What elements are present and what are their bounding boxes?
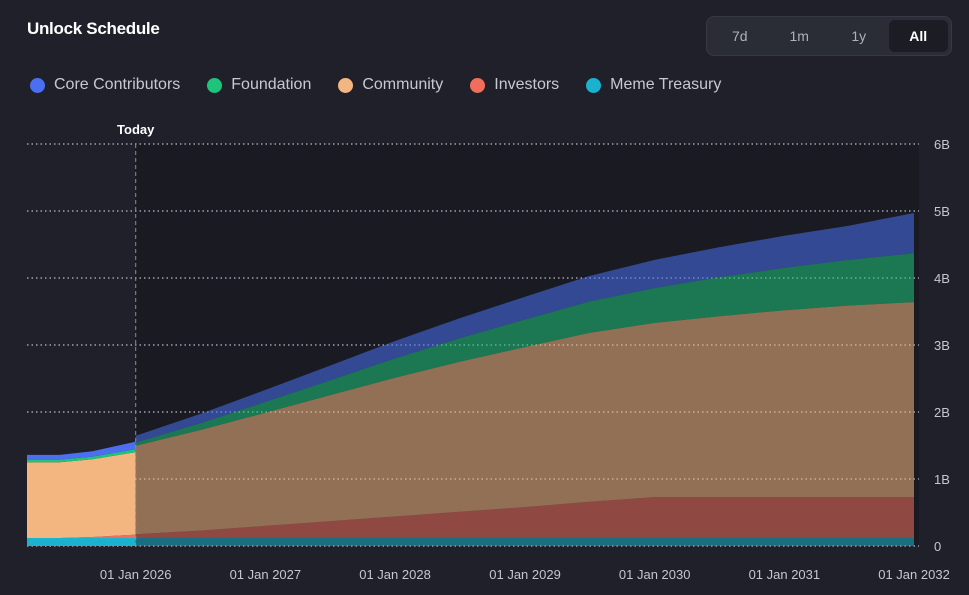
legend-item-core-contributors[interactable]: Core Contributors bbox=[30, 76, 180, 94]
range-1y-button[interactable]: 1y bbox=[851, 28, 867, 44]
area-meme-treasury-scheduled bbox=[135, 538, 914, 546]
range-7d-button[interactable]: 7d bbox=[731, 28, 748, 44]
area-meme-treasury-unlocked bbox=[27, 538, 136, 546]
legend-label: Community bbox=[362, 76, 444, 93]
x-tick-label: 01 Jan 2031 bbox=[749, 567, 821, 582]
legend-item-community[interactable]: Community bbox=[338, 76, 443, 94]
x-tick-label: 01 Jan 2029 bbox=[489, 567, 561, 582]
range-all-button[interactable]: All bbox=[888, 20, 948, 52]
y-tick-label: 2B bbox=[934, 405, 950, 420]
legend-item-foundation[interactable]: Foundation bbox=[207, 76, 311, 94]
area-investors-scheduled bbox=[135, 497, 914, 538]
legend-swatch-community bbox=[338, 77, 354, 93]
page-title: Unlock Schedule bbox=[27, 19, 160, 38]
x-tick-label: 01 Jan 2026 bbox=[100, 567, 172, 582]
legend-label: Core Contributors bbox=[54, 76, 181, 93]
y-tick-label: 4B bbox=[934, 271, 950, 286]
area-investors-unlocked bbox=[27, 534, 136, 538]
today-label: Today bbox=[117, 122, 155, 137]
legend-label: Investors bbox=[494, 76, 560, 93]
x-tick-label: 01 Jan 2030 bbox=[619, 567, 691, 582]
legend-swatch-meme-treasury bbox=[586, 77, 602, 93]
area-community-unlocked bbox=[27, 445, 136, 538]
legend-label: Foundation bbox=[231, 76, 312, 93]
chart-legend: Core Contributors Foundation Community I… bbox=[30, 76, 748, 94]
range-1m-button[interactable]: 1m bbox=[789, 28, 809, 44]
time-range-selector: 7d 1m 1y All bbox=[706, 16, 952, 56]
legend-swatch-investors bbox=[470, 77, 486, 93]
legend-item-meme-treasury[interactable]: Meme Treasury bbox=[586, 76, 721, 94]
legend-label: Meme Treasury bbox=[610, 76, 722, 93]
area-core-contributors-scheduled bbox=[135, 213, 914, 443]
x-tick-label: 01 Jan 2032 bbox=[878, 567, 950, 582]
y-tick-label: 1B bbox=[934, 472, 950, 487]
area-foundation-scheduled bbox=[135, 253, 914, 446]
x-tick-label: 01 Jan 2028 bbox=[359, 567, 431, 582]
x-tick-label: 01 Jan 2027 bbox=[230, 567, 302, 582]
y-tick-label: 0 bbox=[934, 539, 941, 554]
area-community-scheduled bbox=[135, 302, 914, 535]
y-tick-label: 5B bbox=[934, 204, 950, 219]
area-foundation-unlocked bbox=[27, 442, 136, 463]
y-tick-label: 3B bbox=[934, 338, 950, 353]
y-tick-label: 6B bbox=[934, 137, 950, 152]
legend-swatch-foundation bbox=[207, 77, 223, 93]
legend-item-investors[interactable]: Investors bbox=[470, 76, 559, 94]
area-core-contributors-unlocked bbox=[27, 435, 136, 460]
legend-swatch-core-contributors bbox=[30, 77, 45, 93]
